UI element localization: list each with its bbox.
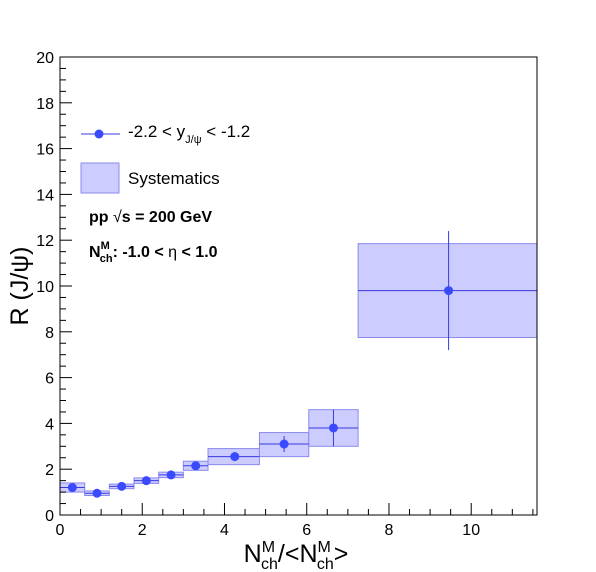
y-tick-label: 18: [36, 96, 54, 113]
y-tick-label: 12: [36, 233, 54, 250]
x-axis-title-sub: ch: [261, 556, 278, 572]
y-tick-label: 0: [45, 508, 54, 525]
legend-systematics-label: Systematics: [128, 169, 220, 188]
data-point: [117, 481, 127, 491]
y-tick-label: 14: [36, 187, 54, 204]
x-tick-label: 10: [462, 522, 480, 539]
energy-annotation: pp √s = 200 GeV: [89, 209, 212, 226]
data-point: [92, 488, 102, 498]
data-point: [328, 423, 338, 433]
data-point: [230, 452, 240, 462]
y-axis-title: R (J/ψ): [6, 247, 34, 326]
legend-series-label: -2.2 < yJ/ψ < -1.2: [128, 122, 250, 146]
x-axis-title-sup: M: [262, 539, 275, 556]
multiplicity-annotation: NM ch: -1.0 < η < 1.0: [89, 240, 218, 265]
x-tick-label: 8: [385, 522, 394, 539]
data-point: [166, 470, 176, 480]
data-point: [444, 286, 454, 296]
x-tick-label: 6: [302, 522, 311, 539]
x-axis-title-end: >: [334, 540, 349, 568]
x-axis-title-n: N: [244, 540, 262, 568]
x-axis-title: NM ch/<NM ch>: [244, 539, 349, 572]
data-point: [141, 476, 151, 486]
y-tick-label: 2: [45, 462, 54, 479]
y-tick-label: 10: [36, 279, 54, 296]
data-point: [191, 461, 201, 471]
legend: -2.2 < yJ/ψ < -1.2 Systematics: [80, 122, 250, 194]
x-axis-title-sup2: M: [318, 539, 331, 556]
x-tick-label: 2: [138, 522, 147, 539]
legend-series-marker: [94, 129, 104, 139]
y-tick-label: 20: [36, 50, 54, 67]
data-point: [67, 483, 77, 493]
x-axis: 0 2 4 6 8 10: [56, 503, 534, 539]
x-axis-title-mid: /<N: [278, 540, 318, 568]
x-tick-label: 4: [220, 522, 229, 539]
x-axis-title-sub2: ch: [317, 556, 334, 572]
y-tick-label: 8: [45, 325, 54, 342]
y-tick-label: 4: [45, 416, 54, 433]
y-tick-label: 6: [45, 371, 54, 388]
data-point: [279, 439, 289, 449]
x-tick-label: 0: [56, 522, 65, 539]
y-tick-label: 16: [36, 142, 54, 159]
legend-systematics-box: [80, 162, 120, 194]
systematics-boxes: [59, 243, 538, 497]
y-axis: 0 2 4 6 8 10 12 14 16 18 20: [36, 50, 72, 525]
data-points: [67, 286, 454, 498]
sqrt-symbol: √: [113, 209, 122, 226]
